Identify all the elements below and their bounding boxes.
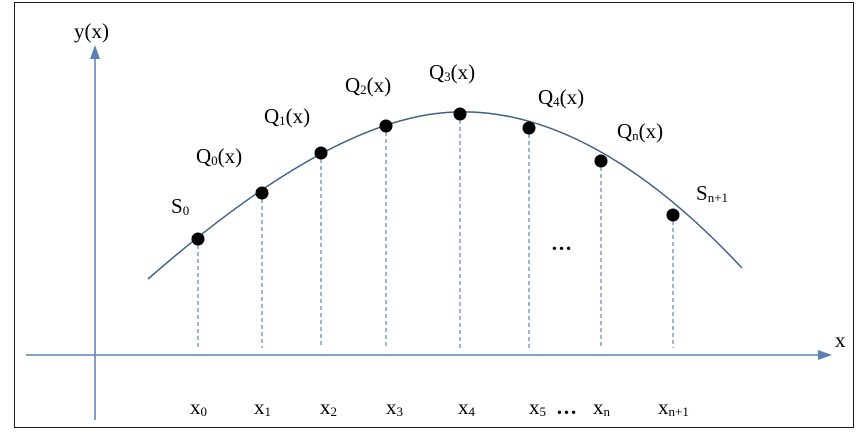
y-axis-arrowhead bbox=[90, 45, 100, 59]
knot-point bbox=[594, 154, 608, 168]
guide-lines bbox=[197, 120, 674, 348]
y-axis-label: y(x) bbox=[74, 19, 109, 43]
point-label: Q0(x) bbox=[196, 144, 242, 168]
x-tick-label: x2 bbox=[320, 395, 337, 419]
axes: x y(x) bbox=[26, 19, 846, 420]
point-label: Q1(x) bbox=[264, 104, 310, 128]
x-tick-label: x4 bbox=[458, 395, 476, 419]
knot-point bbox=[666, 208, 680, 222]
knot-point bbox=[255, 186, 269, 200]
x-tick-labels: x0 x1 x2 x3 x4 x5 xn xn+1 bbox=[190, 395, 689, 419]
point-label: Qn(x) bbox=[617, 119, 663, 143]
x-tick-label: x5 bbox=[529, 395, 546, 419]
point-label: Q4(x) bbox=[538, 85, 584, 109]
point-label: Q2(x) bbox=[345, 73, 391, 97]
x-tick-label: x0 bbox=[190, 395, 207, 419]
point-label: S0 bbox=[171, 194, 189, 218]
knot-point bbox=[314, 146, 328, 160]
knot-point bbox=[522, 121, 536, 135]
point-markers bbox=[191, 107, 680, 246]
knot-point bbox=[379, 119, 393, 133]
x-tick-label: x3 bbox=[386, 395, 403, 419]
x-tick-label: xn bbox=[593, 395, 611, 419]
x-tick-label: xn+1 bbox=[658, 395, 689, 419]
knot-point bbox=[191, 232, 205, 246]
knot-point bbox=[453, 107, 467, 121]
point-label: Sn+1 bbox=[696, 181, 728, 205]
curve-ellipsis: … bbox=[551, 231, 572, 255]
axis-ellipsis: … bbox=[556, 395, 577, 419]
point-labels: S0 Q0(x) Q1(x) Q2(x) Q3(x) Q4(x) Qn(x) Sn+1 bbox=[171, 60, 728, 218]
frame-border bbox=[14, 2, 854, 428]
x-axis-arrowhead bbox=[818, 350, 832, 360]
point-label: Q3(x) bbox=[429, 60, 475, 84]
x-axis-label: x bbox=[835, 328, 846, 352]
x-tick-label: x1 bbox=[254, 395, 271, 419]
